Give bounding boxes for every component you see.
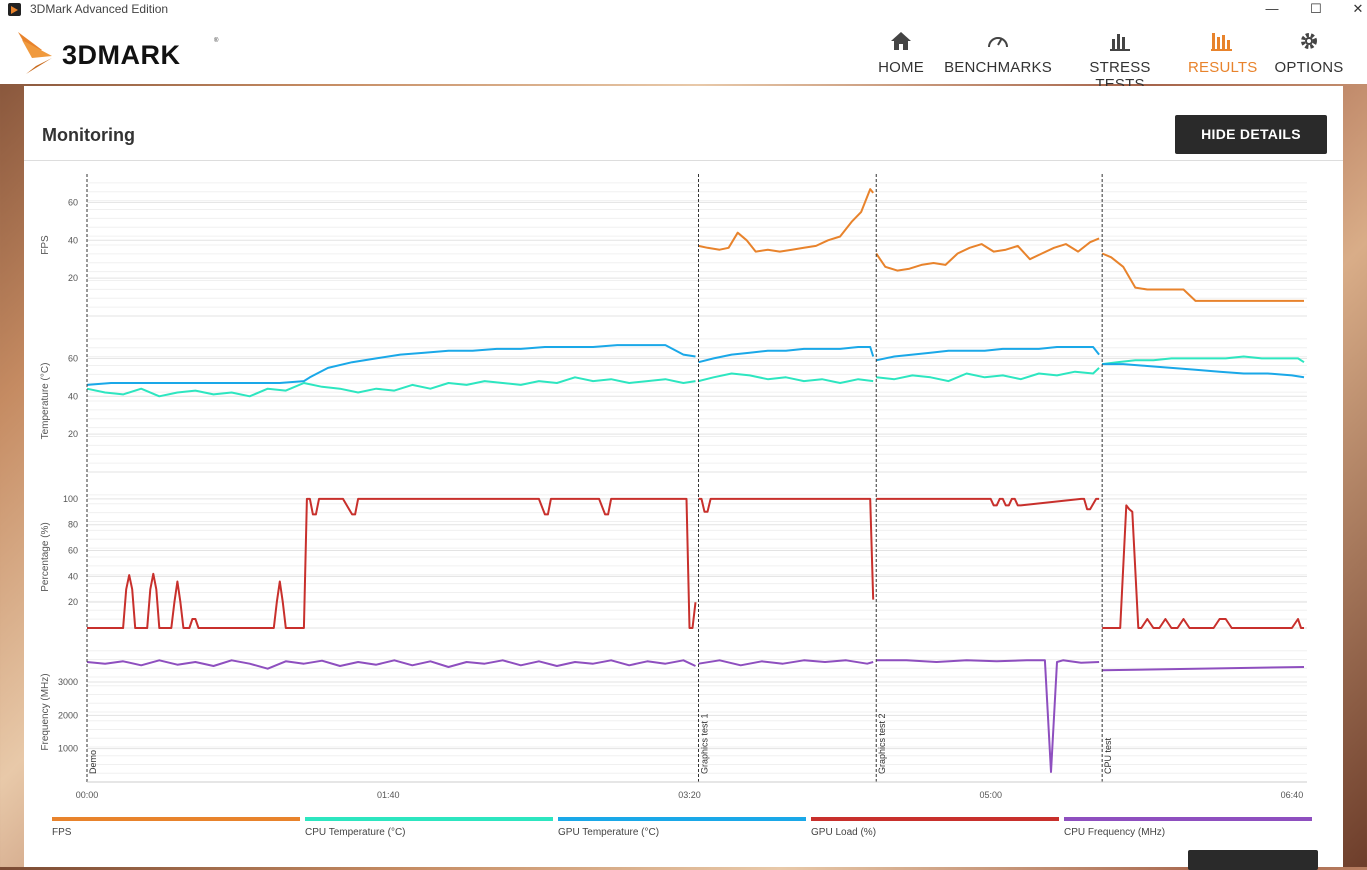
window-title: 3DMark Advanced Edition [30, 2, 169, 16]
series-line [86, 376, 696, 398]
y-tick-label: 60 [68, 546, 78, 556]
y-axis-label: FPS [40, 235, 51, 255]
app-header: 3DMARK ® HOME BENCHMARKS STRESS TESTS RE… [0, 19, 1367, 93]
page-title: Monitoring [42, 125, 135, 145]
x-tick-label: 05:00 [979, 790, 1002, 800]
gear-icon [1272, 31, 1346, 55]
phase-marker-label: Demo [88, 750, 98, 774]
y-tick-label: 20 [68, 597, 78, 607]
hide-details-button[interactable]: HIDE DETAILS [1175, 115, 1327, 154]
series-line [87, 497, 697, 629]
phase-marker-label: Graphics test 1 [700, 713, 710, 774]
nav-results[interactable]: RESULTS [1188, 31, 1258, 79]
y-tick-label: 20 [68, 273, 78, 283]
series-line [1102, 666, 1305, 672]
maximize-icon[interactable]: ☐ [1310, 1, 1322, 16]
series-line [698, 372, 874, 384]
y-tick-label: 2000 [58, 710, 78, 720]
bottom-action-button[interactable] [1188, 850, 1318, 870]
legend-label: CPU Frequency (MHz) [1064, 827, 1165, 838]
series-line [875, 346, 1100, 362]
series-line [876, 497, 1100, 511]
nav-home-label: HOME [878, 59, 924, 76]
y-axis-label: Frequency (MHz) [40, 673, 51, 750]
monitoring-chart: 20 40 60 FPS 20 40 60 Temperature (°C) 20 40 60 80 1… [40, 174, 1312, 838]
x-tick-label: 00:00 [76, 790, 99, 800]
y-tick-label: 3000 [58, 677, 78, 687]
header-divider [24, 160, 1343, 161]
y-axis-label: Percentage (%) [40, 522, 51, 591]
nav-options[interactable]: OPTIONS [1272, 31, 1346, 79]
y-tick-label: 20 [68, 429, 78, 439]
x-tick-label: 03:20 [678, 790, 701, 800]
series-line [876, 659, 1100, 773]
logo-text: 3DMARK [62, 40, 181, 70]
legend-label: GPU Temperature (°C) [558, 827, 659, 838]
nav-stress-tests[interactable]: STRESS TESTS [1068, 31, 1172, 93]
y-tick-label: 60 [68, 197, 78, 207]
y-tick-label: 40 [68, 571, 78, 581]
series-line [698, 497, 875, 600]
x-tick-label: 01:40 [377, 790, 400, 800]
legend-swatch [1064, 817, 1312, 821]
y-axis-label: Temperature (°C) [40, 363, 51, 440]
speedometer-icon [944, 31, 1052, 55]
phase-marker-label: Graphics test 2 [877, 713, 887, 774]
phase-marker-label: CPU test [1103, 737, 1113, 774]
y-tick-label: 100 [63, 494, 78, 504]
close-icon[interactable]: ✕ [1352, 1, 1364, 16]
series-line [1102, 363, 1305, 379]
nav-home[interactable]: HOME [866, 31, 936, 79]
3dmark-logo[interactable]: 3DMARK ® [18, 28, 228, 78]
y-tick-label: 80 [68, 520, 78, 530]
series-line [1102, 504, 1304, 629]
series-line [698, 188, 874, 253]
legend-label: GPU Load (%) [811, 827, 876, 838]
nav-benchmarks-label: BENCHMARKS [944, 59, 1052, 76]
legend-swatch [305, 817, 553, 821]
bars-icon [1068, 31, 1172, 55]
series-line [875, 237, 1100, 272]
results-icon [1188, 31, 1256, 55]
legend-swatch [52, 817, 300, 821]
home-icon [866, 31, 936, 55]
series-line [1102, 355, 1305, 366]
app-icon [8, 3, 21, 16]
y-tick-label: 60 [68, 353, 78, 363]
monitoring-panel: Monitoring HIDE DETAILS 20 40 60 FPS 20 40 60 T… [24, 86, 1343, 870]
series-line [1101, 252, 1304, 302]
x-tick-label: 06:40 [1281, 790, 1304, 800]
nav-options-label: OPTIONS [1274, 59, 1344, 76]
y-tick-label: 40 [68, 235, 78, 245]
y-tick-label: 40 [68, 391, 78, 401]
series-line [698, 659, 874, 667]
legend-swatch [811, 817, 1059, 821]
logo-registered: ® [214, 37, 219, 44]
legend-swatch [558, 817, 806, 821]
series-line [876, 367, 1100, 383]
series-line [86, 659, 696, 670]
window-titlebar: 3DMark Advanced Edition — ☐ ✕ [0, 0, 1367, 19]
logo-flame-bottom [26, 58, 52, 74]
minimize-icon[interactable]: — [1265, 1, 1279, 16]
series-line [86, 344, 696, 386]
nav-results-label: RESULTS [1188, 59, 1258, 76]
logo-flame-mid [22, 40, 52, 58]
legend-label: CPU Temperature (°C) [305, 827, 406, 838]
nav-benchmarks[interactable]: BENCHMARKS [944, 31, 1052, 79]
legend-label: FPS [52, 827, 72, 838]
series-line [698, 346, 875, 364]
y-tick-label: 1000 [58, 744, 78, 754]
